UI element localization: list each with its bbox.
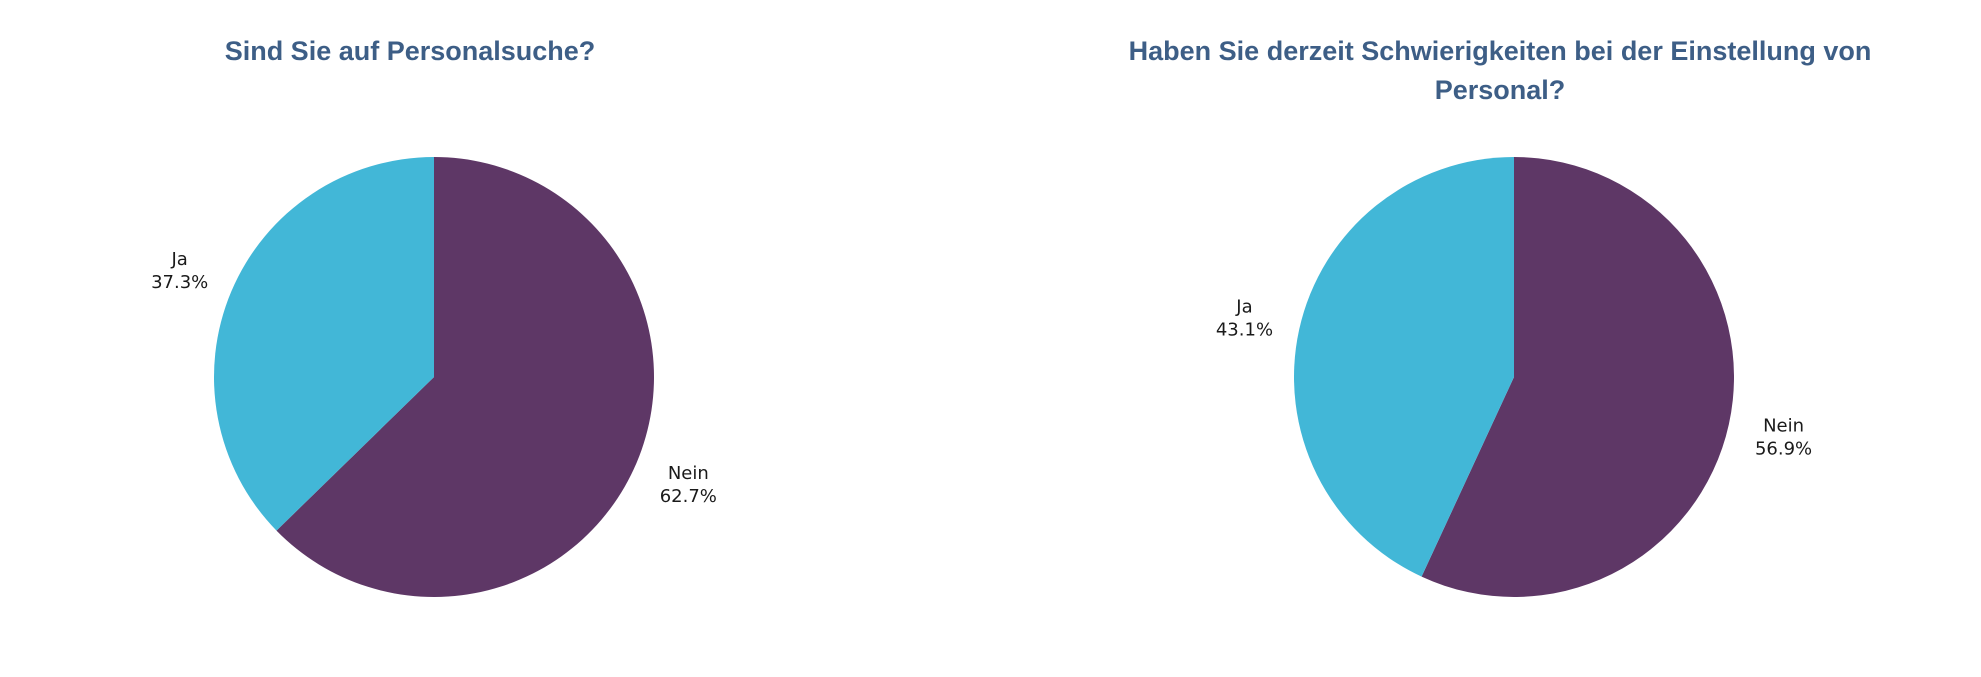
pie-chart-personalsuche: Sind Sie auf Personalsuche? Nein 62.7% Ja 3…	[0, 0, 870, 677]
pie-slice-nein	[1421, 157, 1735, 597]
slice-label-nein: Nein	[668, 463, 709, 484]
slice-label-ja: Ja	[1235, 297, 1252, 318]
chart-title: Haben Sie derzeit Schwierigkeiten bei de…	[1128, 36, 1872, 105]
chart-title: Sind Sie auf Personalsuche?	[224, 36, 596, 66]
pie-slice-ja	[1294, 157, 1514, 577]
pie-slice-nein	[276, 156, 655, 598]
pie-slice-ja	[214, 157, 434, 531]
slice-percent-nein: 56.9%	[1755, 438, 1812, 459]
slice-percent-ja: 43.1%	[1216, 320, 1273, 341]
slice-label-ja: Ja	[171, 249, 188, 270]
slice-label-nein: Nein	[1763, 415, 1804, 436]
slice-percent-ja: 37.3%	[151, 272, 208, 293]
slice-percent-nein: 62.7%	[660, 486, 717, 507]
pie-chart-schwierigkeiten: Haben Sie derzeit Schwierigkeiten bei de…	[1000, 0, 1981, 677]
